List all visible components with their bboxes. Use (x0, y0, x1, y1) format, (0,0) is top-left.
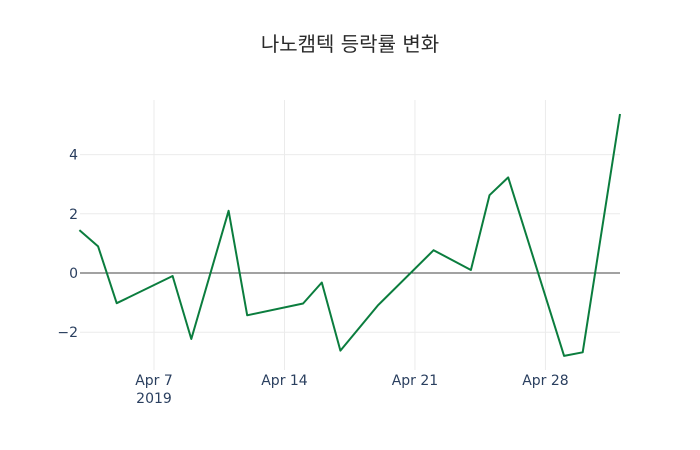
x-tick-label: Apr 21 (392, 373, 438, 389)
x-tick-label: Apr 28 (522, 373, 568, 389)
chart-title: 나노캠텍 등락률 변화 (260, 32, 440, 56)
gridlines (80, 100, 620, 370)
series-line (78, 113, 621, 357)
y-tick-label: 4 (69, 148, 78, 164)
y-tick-label: 2 (69, 207, 78, 223)
x-tick-label: Apr 14 (261, 373, 308, 389)
y-tick-label: 0 (69, 266, 78, 282)
x-tick-label: 2019 (136, 391, 172, 407)
y-tick-label: −2 (57, 325, 78, 341)
data-series (78, 113, 621, 357)
axes: Apr 7 2019 Apr 14 Apr 21 Apr 28 −2 0 2 4 (57, 148, 620, 407)
x-tick-label: Apr 7 (135, 373, 173, 389)
